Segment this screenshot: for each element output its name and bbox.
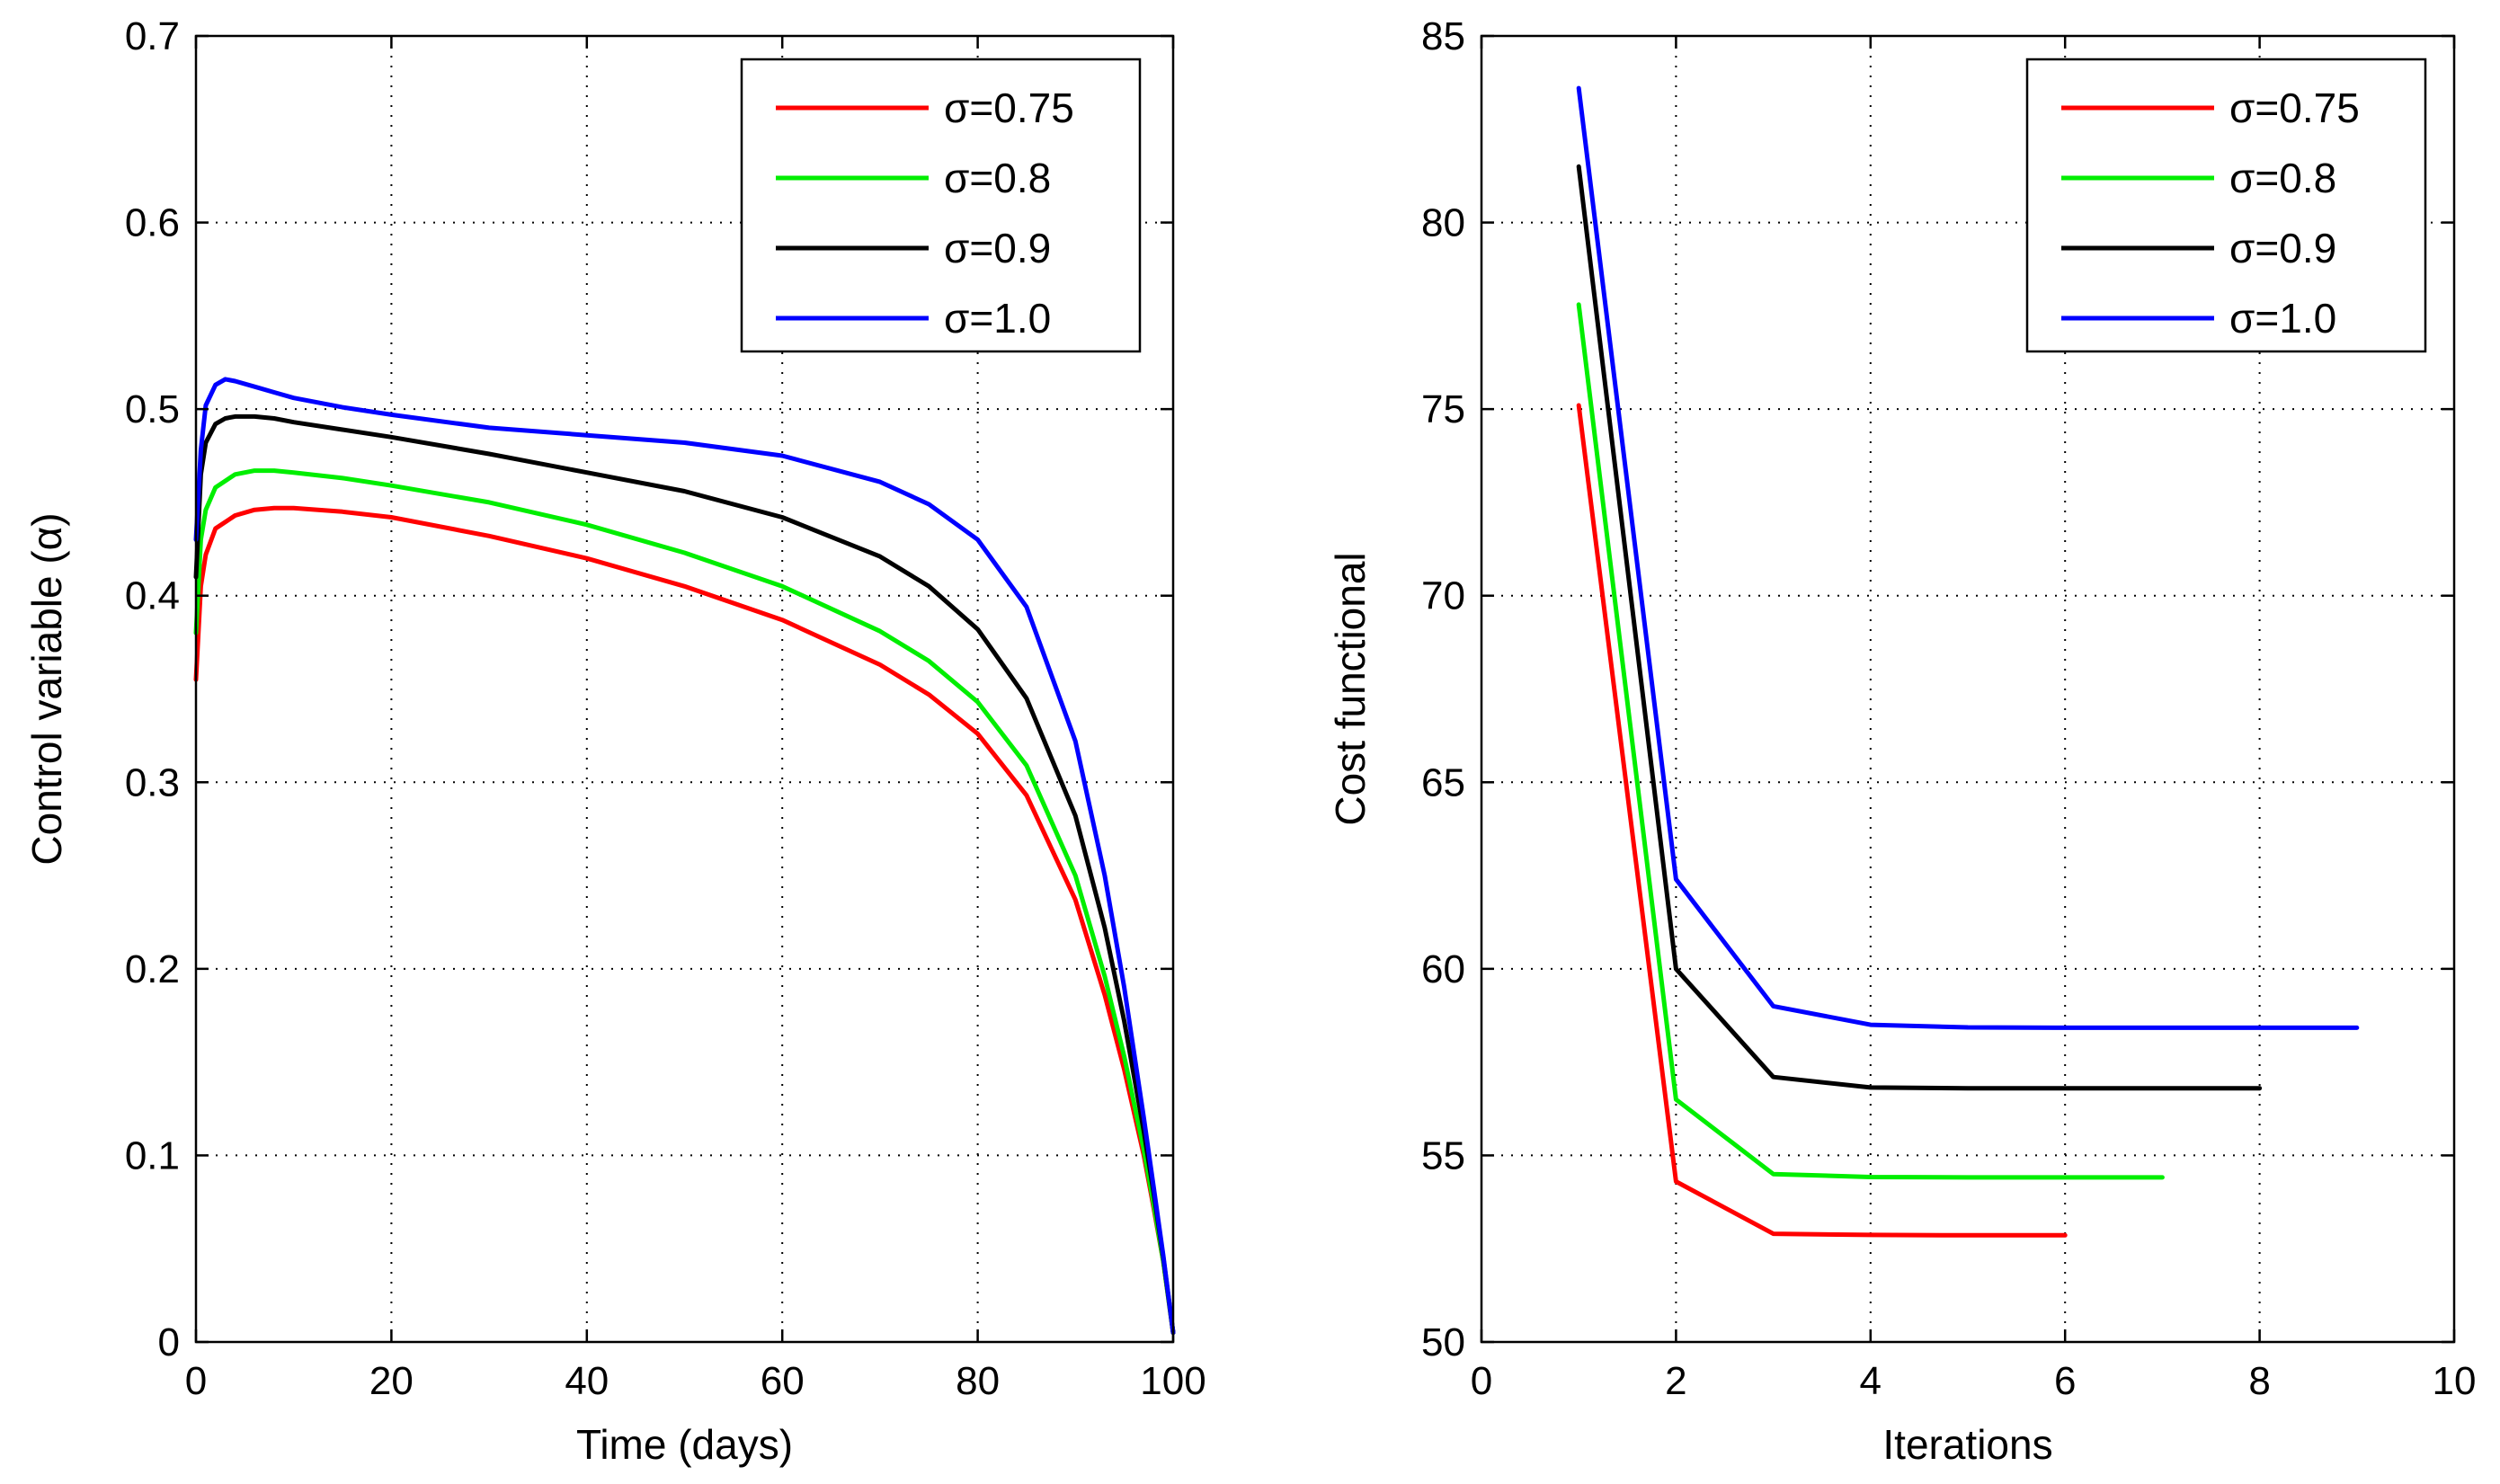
legend: σ=0.75 σ=0.8 σ=0.9 σ=1.0 <box>2025 58 2427 353</box>
series-line-1 <box>193 505 1176 1336</box>
series-line-3 <box>193 413 1176 1336</box>
series-line-1 <box>1576 403 2068 1238</box>
legend-label-3: σ=0.9 <box>944 225 1051 271</box>
legend-label-1: σ=0.75 <box>2229 84 2360 131</box>
y-tick-label: 0.2 <box>125 947 180 991</box>
control-variable-chart: 0 20 40 60 80 100 0 0.1 0.2 0.3 0.4 0.5 0.6 0.7 Time (… <box>23 14 1206 1468</box>
x-tick-label: 40 <box>565 1359 609 1403</box>
series-line-3 <box>1576 164 2263 1091</box>
y-tick-label: 0.5 <box>125 387 180 431</box>
x-axis-label: Time (days) <box>576 1421 793 1468</box>
legend-box <box>2025 58 2427 353</box>
series-line-4 <box>1576 85 2360 1030</box>
x-tick-label: 4 <box>1860 1359 1882 1403</box>
series-line-4 <box>193 377 1176 1336</box>
x-tick-label: 60 <box>761 1359 805 1403</box>
y-tick-label: 60 <box>1421 947 1465 991</box>
x-tick-label: 20 <box>369 1359 414 1403</box>
legend-label-2: σ=0.8 <box>2229 155 2336 201</box>
x-tick-label: 0 <box>1471 1359 1492 1403</box>
axes-box <box>194 34 1175 1344</box>
x-tick-label: 10 <box>2433 1359 2477 1403</box>
x-axis-label: Iterations <box>1882 1421 2052 1468</box>
legend-label-3: σ=0.9 <box>2229 225 2336 271</box>
y-tick-label: 0.7 <box>125 14 180 58</box>
x-tick-label: 0 <box>185 1359 207 1403</box>
y-tick-label: 50 <box>1421 1320 1465 1364</box>
series-line-2 <box>1576 302 2165 1180</box>
y-axis-label: Cost functional <box>1327 552 1374 825</box>
y-tick-label: 0.6 <box>125 201 180 245</box>
x-tick-label: 6 <box>2054 1359 2076 1403</box>
y-tick-label: 80 <box>1421 201 1465 245</box>
y-tick-label: 0.1 <box>125 1133 180 1177</box>
y-tick-label: 0.3 <box>125 760 180 804</box>
legend-label-4: σ=1.0 <box>944 295 1051 342</box>
legend-label-2: σ=0.8 <box>944 155 1051 201</box>
legend-label-4: σ=1.0 <box>2229 295 2336 342</box>
axes-box <box>1480 34 2456 1344</box>
x-tick-label: 8 <box>2248 1359 2270 1403</box>
y-tick-label: 65 <box>1421 760 1465 804</box>
x-tick-label: 100 <box>1140 1359 1206 1403</box>
cost-functional-chart: 0 2 4 6 8 10 50 55 60 65 70 75 80 85 Iterations Cost fu… <box>1327 14 2476 1468</box>
legend: σ=0.75 σ=0.8 σ=0.9 σ=1.0 <box>740 58 1142 353</box>
y-tick-label: 55 <box>1421 1133 1465 1177</box>
y-tick-label: 70 <box>1421 574 1465 618</box>
legend-label-1: σ=0.75 <box>944 84 1074 131</box>
y-tick-label: 85 <box>1421 14 1465 58</box>
y-tick-label: 0 <box>158 1320 180 1364</box>
y-tick-label: 0.4 <box>125 574 180 618</box>
legend-box <box>740 58 1142 353</box>
x-tick-label: 80 <box>956 1359 1000 1403</box>
y-tick-label: 75 <box>1421 387 1465 431</box>
series-line-2 <box>193 468 1176 1336</box>
x-tick-label: 2 <box>1665 1359 1686 1403</box>
y-axis-label: Control variable (α) <box>23 512 70 865</box>
